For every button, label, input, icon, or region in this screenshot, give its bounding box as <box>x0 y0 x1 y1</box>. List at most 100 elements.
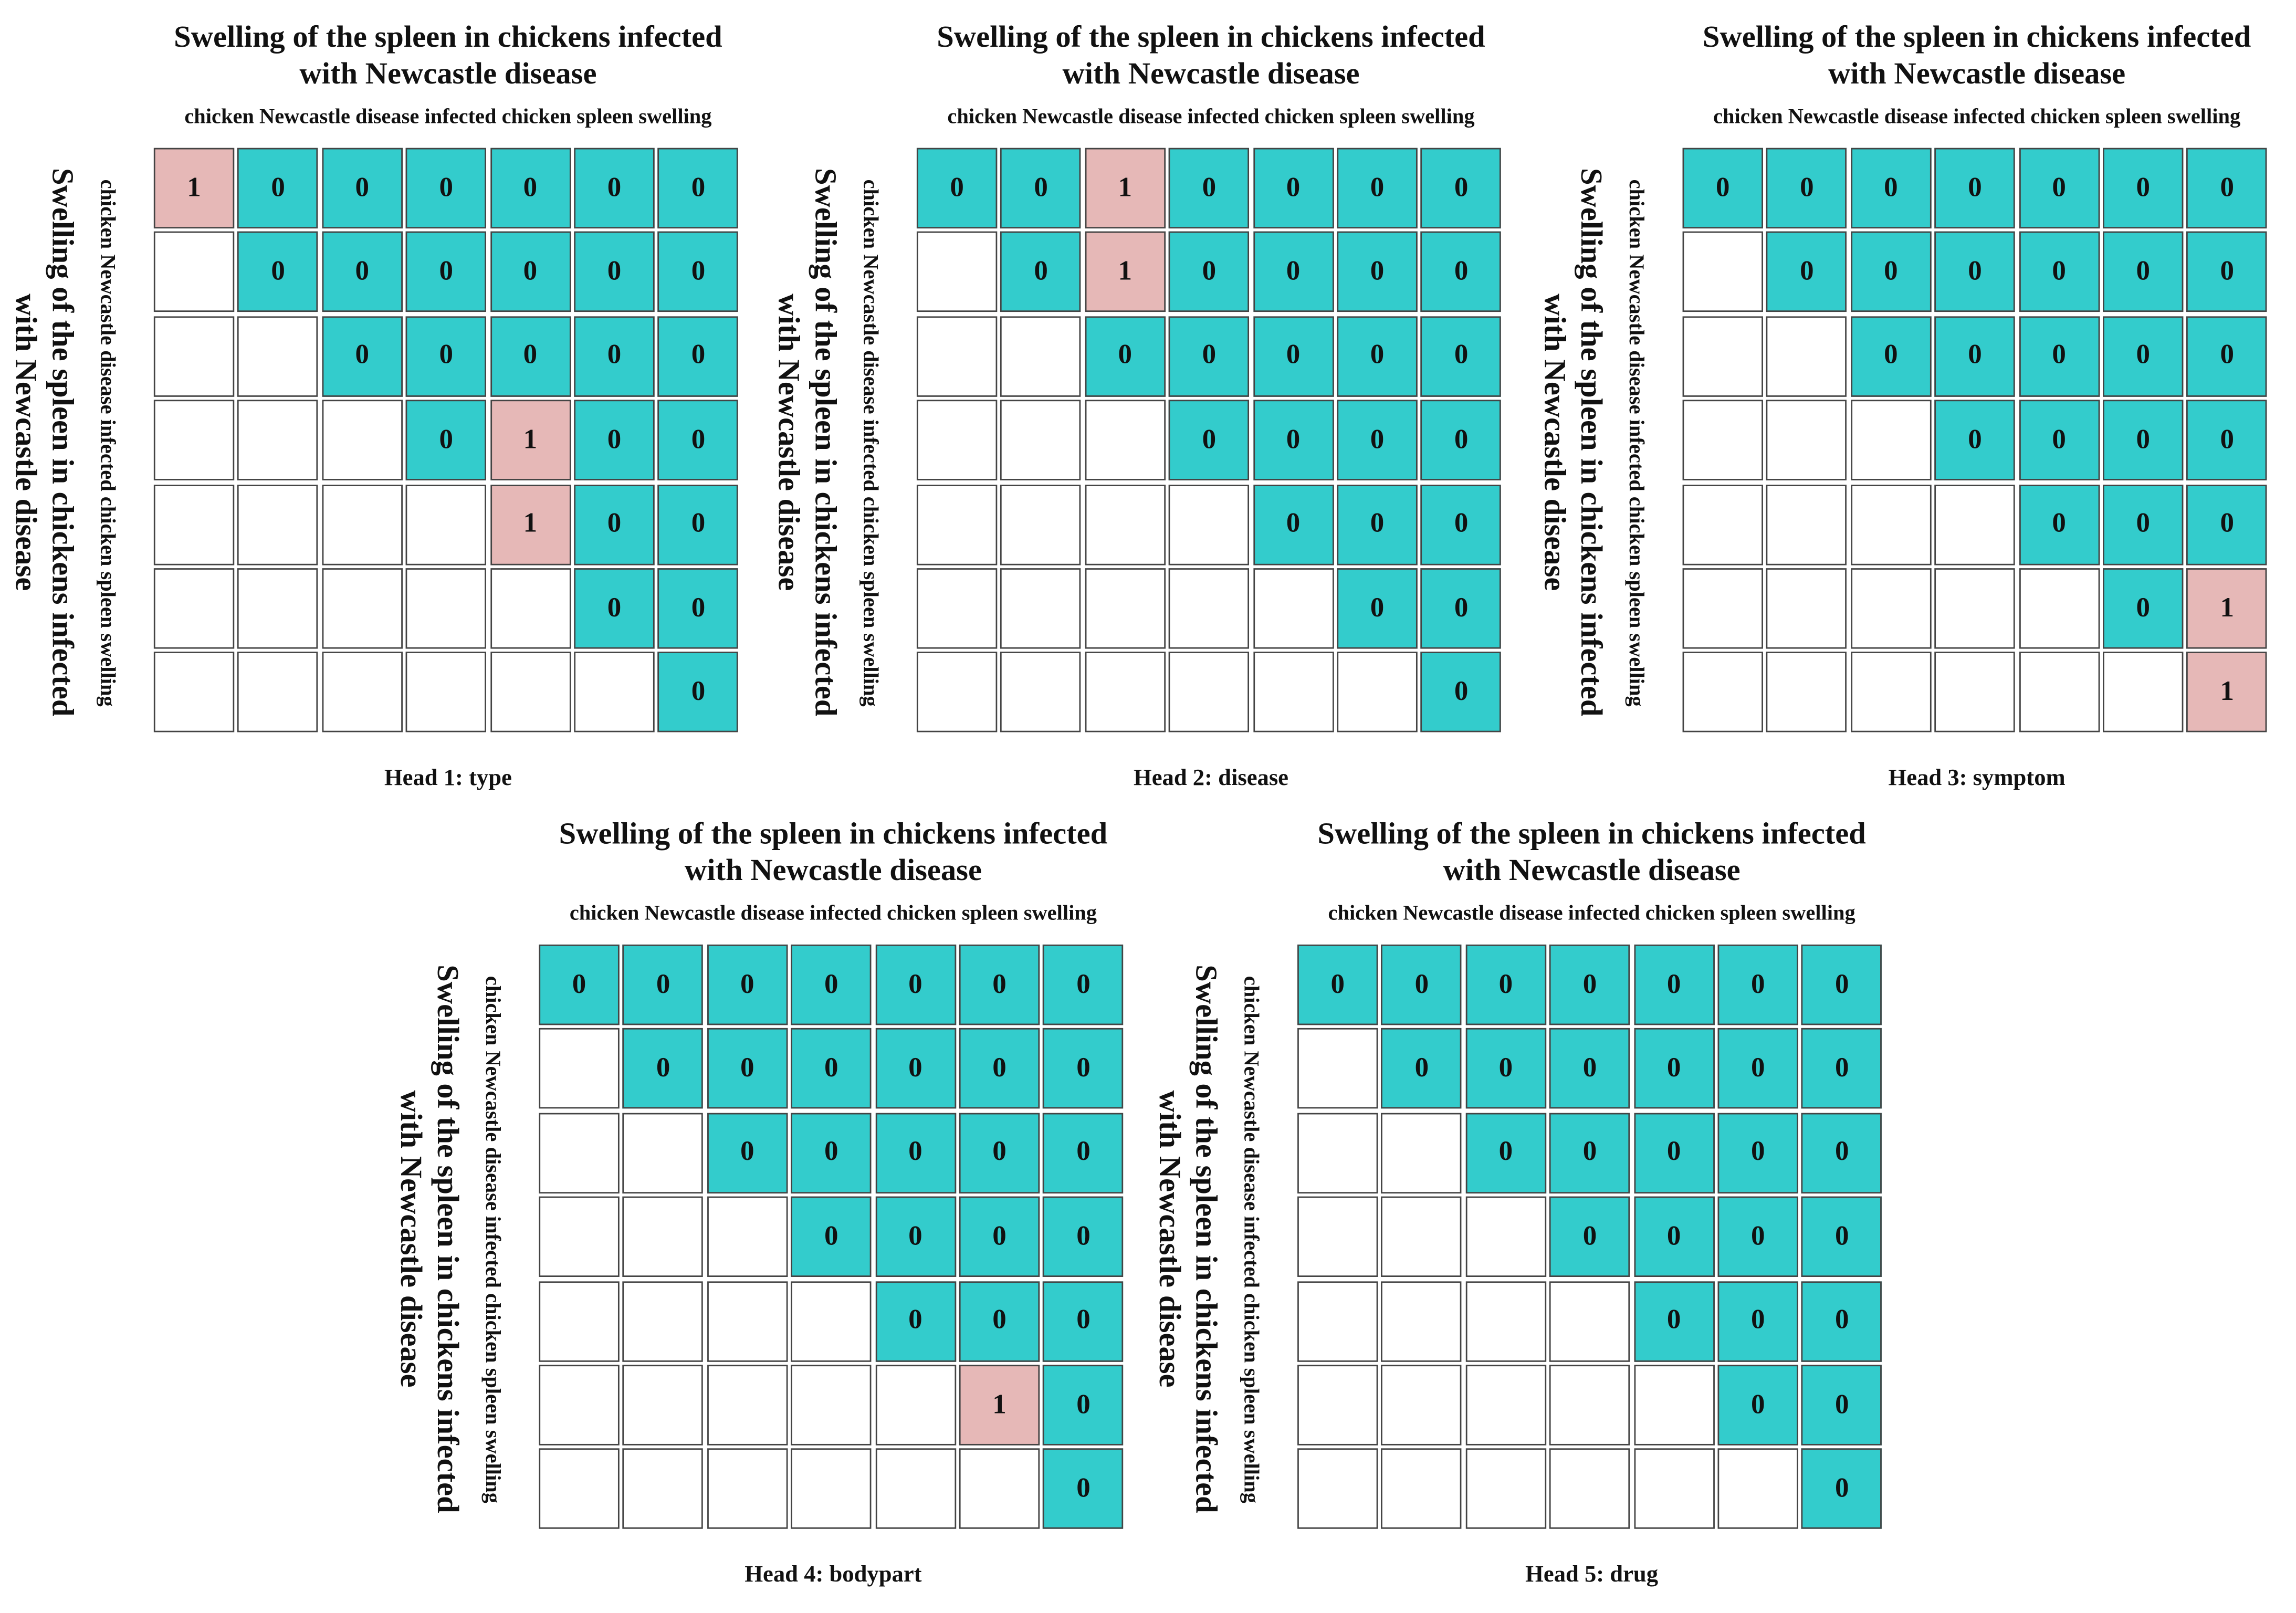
heatmap-cell-empty <box>1465 1281 1546 1361</box>
heatmap-cell-empty <box>153 652 235 733</box>
heatmap-cell: 0 <box>322 148 403 229</box>
heatmap-cell-empty <box>1766 568 1848 649</box>
heatmap-cell-empty <box>153 484 235 565</box>
heatmap-cell: 0 <box>1043 1028 1124 1109</box>
heatmap-cell: 0 <box>791 1197 872 1277</box>
heatmap-cell-empty <box>237 652 319 733</box>
heatmap-cell: 0 <box>1421 400 1502 481</box>
heatmap-cell-empty <box>1465 1449 1546 1530</box>
heatmap-cell: 0 <box>2187 400 2268 481</box>
heatmap-cell: 0 <box>1549 1197 1630 1277</box>
heatmap-cell-empty <box>1549 1281 1630 1361</box>
heatmap-cell: 0 <box>658 316 739 397</box>
heatmap-cell: 0 <box>707 1028 788 1109</box>
heatmap-cell-empty <box>1850 652 1932 733</box>
heatmap-cell: 0 <box>406 148 487 229</box>
heatmap-cell: 0 <box>1337 232 1418 313</box>
heatmap-cell: 0 <box>2103 316 2184 397</box>
heatmap-cell-empty <box>959 1449 1040 1530</box>
heatmap-cell: 0 <box>574 484 655 565</box>
heatmap-cell: 0 <box>237 148 319 229</box>
heatmap-cell-empty <box>1381 1197 1462 1277</box>
heatmap-cell-empty <box>707 1197 788 1277</box>
heatmap-cell-empty <box>1000 316 1082 397</box>
heatmap-cell-empty <box>574 652 655 733</box>
heatmap-cell-empty <box>1085 484 1166 565</box>
heatmap-cell: 0 <box>1043 1365 1124 1446</box>
heatmap-cell-empty <box>2018 568 2100 649</box>
heatmap-cell-empty <box>322 400 403 481</box>
vertical-title: Swelling of the spleen in chickens infec… <box>771 167 844 717</box>
heatmap-cell-empty <box>1169 652 1250 733</box>
heatmap-cell: 0 <box>658 652 739 733</box>
heatmap-cell-empty <box>791 1449 872 1530</box>
heatmap-cell: 0 <box>322 232 403 313</box>
heatmap-cell: 0 <box>1337 148 1418 229</box>
heatmap-cell: 0 <box>2103 232 2184 313</box>
heatmap-cell: 0 <box>1465 1028 1546 1109</box>
heatmap-cell-empty <box>1381 1281 1462 1361</box>
heatmap-cell: 0 <box>791 944 872 1025</box>
heatmap-cell-empty <box>1633 1365 1714 1446</box>
heatmap-cell: 1 <box>1085 148 1166 229</box>
attention-heatmap-panel: Swelling of the spleen in chickens infec… <box>772 19 1505 791</box>
heatmap-cell-empty <box>1297 1449 1378 1530</box>
heatmap-cell-empty <box>623 1113 704 1193</box>
heatmap-cell: 0 <box>1297 944 1378 1025</box>
heatmap-cell: 1 <box>490 484 571 565</box>
heatmap-cell-empty <box>1682 484 1763 565</box>
heatmap-cell-empty <box>237 568 319 649</box>
heatmap-cell: 0 <box>2018 316 2100 397</box>
heatmap-cell: 0 <box>406 232 487 313</box>
heatmap-cell-empty <box>1253 568 1334 649</box>
heatmap-cell: 0 <box>237 232 319 313</box>
heatmap-cell-empty <box>406 484 487 565</box>
heatmap-cell: 0 <box>2018 148 2100 229</box>
head-caption: Head 1: type <box>384 766 512 791</box>
heatmap-cell-empty <box>2018 652 2100 733</box>
heatmap-cell-empty <box>623 1197 704 1277</box>
heatmap-cell: 0 <box>1337 400 1418 481</box>
heatmap-cell-empty <box>1297 1197 1378 1277</box>
heatmap-cell-empty <box>916 232 998 313</box>
heatmap-cell: 0 <box>1633 1028 1714 1109</box>
attention-heatmap-panel: Swelling of the spleen in chickens infec… <box>9 19 742 791</box>
heatmap-cell-empty <box>1465 1365 1546 1446</box>
heatmap-cell: 0 <box>1421 568 1502 649</box>
heatmap-cell: 1 <box>959 1365 1040 1446</box>
heatmap-cell-empty <box>791 1281 872 1361</box>
heatmap-cell: 0 <box>1421 232 1502 313</box>
x-axis-label: chicken Newcastle disease infected chick… <box>184 105 712 129</box>
heatmap-cell-empty <box>153 400 235 481</box>
heatmap-cell-empty <box>623 1365 704 1446</box>
heatmap-cell: 0 <box>574 232 655 313</box>
heatmap-cell-empty <box>1000 484 1082 565</box>
heatmap-cell: 0 <box>658 484 739 565</box>
heatmap-cell: 0 <box>1682 148 1763 229</box>
heatmap-cell: 0 <box>1337 568 1418 649</box>
heatmap-cell-empty <box>1633 1449 1714 1530</box>
heatmap-cell: 0 <box>1549 1113 1630 1193</box>
heatmap-cell-empty <box>1297 1113 1378 1193</box>
heatmap-cell-empty <box>1000 400 1082 481</box>
vertical-title: Swelling of the spleen in chickens infec… <box>8 167 81 717</box>
heatmap-cell: 0 <box>2018 232 2100 313</box>
heatmap-cell-empty <box>539 1449 620 1530</box>
heatmap-cell: 0 <box>1934 232 2016 313</box>
heatmap-cell: 0 <box>1766 232 1848 313</box>
heatmap-cell: 0 <box>1801 1449 1882 1530</box>
head-caption: Head 5: drug <box>1525 1562 1659 1588</box>
heatmap-cell: 0 <box>1934 400 2016 481</box>
heatmap-cell: 0 <box>707 1113 788 1193</box>
heatmap-cell: 1 <box>153 148 235 229</box>
heatmap-cell-empty <box>791 1365 872 1446</box>
heatmap-cell-empty <box>1465 1197 1546 1277</box>
heatmap-cell-empty <box>916 652 998 733</box>
heatmap-cell: 0 <box>1465 944 1546 1025</box>
heatmap-cell: 0 <box>539 944 620 1025</box>
heatmap-cell: 0 <box>1850 148 1932 229</box>
heatmap-cell-empty <box>1682 652 1763 733</box>
heatmap-cell-empty <box>1682 232 1763 313</box>
heatmap-cell: 0 <box>658 568 739 649</box>
